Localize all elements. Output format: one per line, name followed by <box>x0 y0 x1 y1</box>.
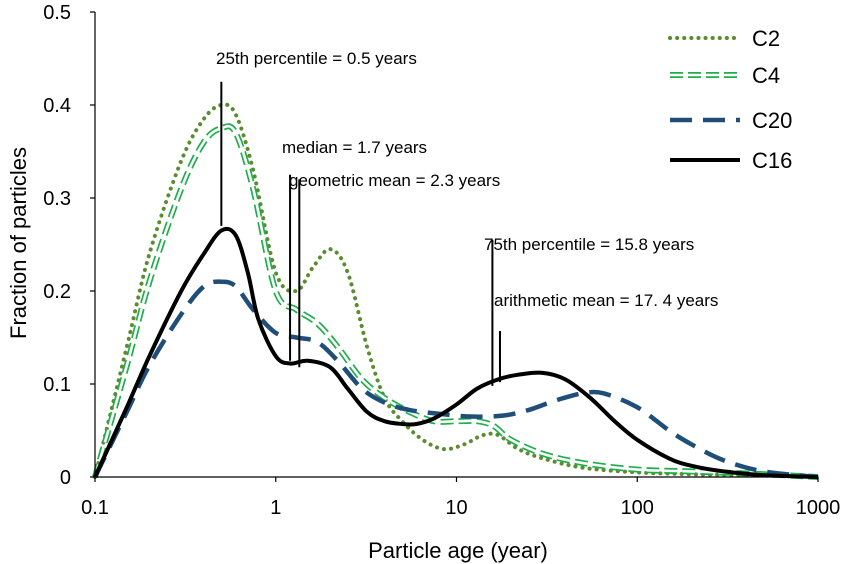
annotation-label: arithmetic mean = 17. 4 years <box>494 291 718 310</box>
legend-label-c4: C4 <box>752 63 780 88</box>
y-tick-label: 0 <box>60 467 71 489</box>
x-tick-label: 1 <box>270 497 281 519</box>
annotation-label: median = 1.7 years <box>282 138 427 157</box>
x-axis-title: Particle age (year) <box>368 538 548 563</box>
x-tick-label: 0.1 <box>81 497 109 519</box>
y-tick-label: 0.4 <box>43 95 71 117</box>
legend-label-c2: C2 <box>752 26 780 51</box>
x-tick-label: 1000 <box>796 497 841 519</box>
series-line-c20 <box>92 279 819 480</box>
annotation-label: 75th percentile = 15.8 years <box>484 235 694 254</box>
y-axis-title: Fraction of particles <box>6 147 31 339</box>
legend-label-c16: C16 <box>752 148 792 173</box>
axes: 0 0.1 0.2 0.3 0.4 0.5 0.1 1 10 100 1000 <box>43 2 840 519</box>
y-tick-label: 0.1 <box>43 374 71 396</box>
legend-label-c20: C20 <box>752 108 792 133</box>
x-tick-label: 10 <box>445 497 467 519</box>
series-line-c2 <box>93 102 820 479</box>
y-tick-label: 0.2 <box>43 281 71 303</box>
annotations: 25th percentile = 0.5 years median = 1.7 … <box>216 49 718 386</box>
plot-area <box>92 102 820 480</box>
annotation-label: 25th percentile = 0.5 years <box>216 49 417 68</box>
series-line-c16 <box>93 226 819 479</box>
legend: C2 C4 C20 C16 <box>668 26 792 173</box>
y-tick-label: 0.5 <box>43 2 71 24</box>
y-tick-label: 0.3 <box>43 188 71 210</box>
x-tick-label: 100 <box>621 497 654 519</box>
annotation-label: geometric mean = 2.3 years <box>289 171 500 190</box>
